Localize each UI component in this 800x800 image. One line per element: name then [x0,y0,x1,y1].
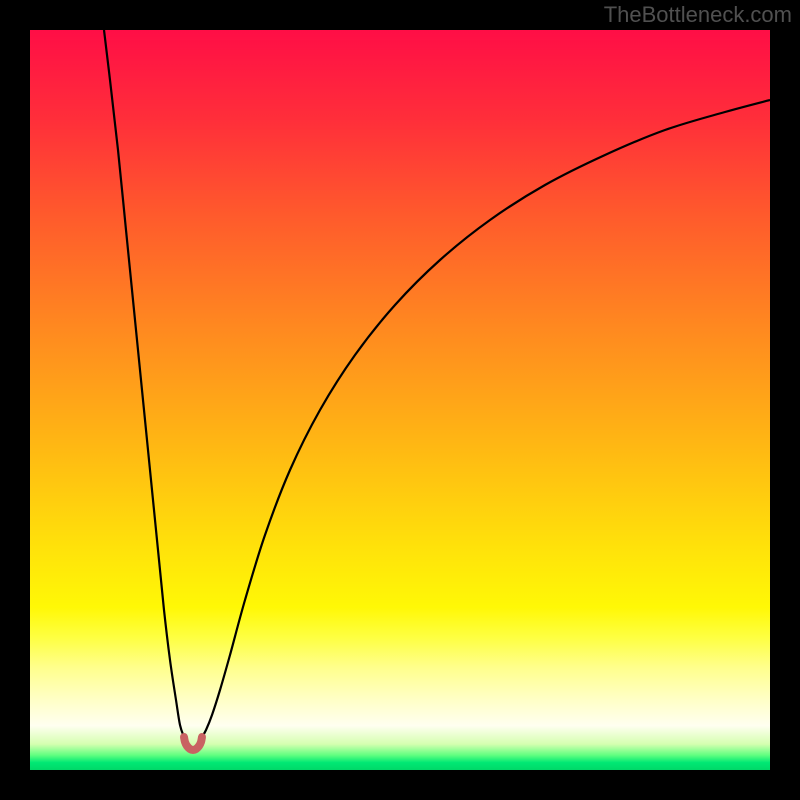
watermark-label: TheBottleneck.com [604,2,792,28]
outer-frame: TheBottleneck.com [0,0,800,800]
chart-area [30,30,770,770]
gradient-rect [30,30,770,770]
chart-svg [30,30,770,770]
